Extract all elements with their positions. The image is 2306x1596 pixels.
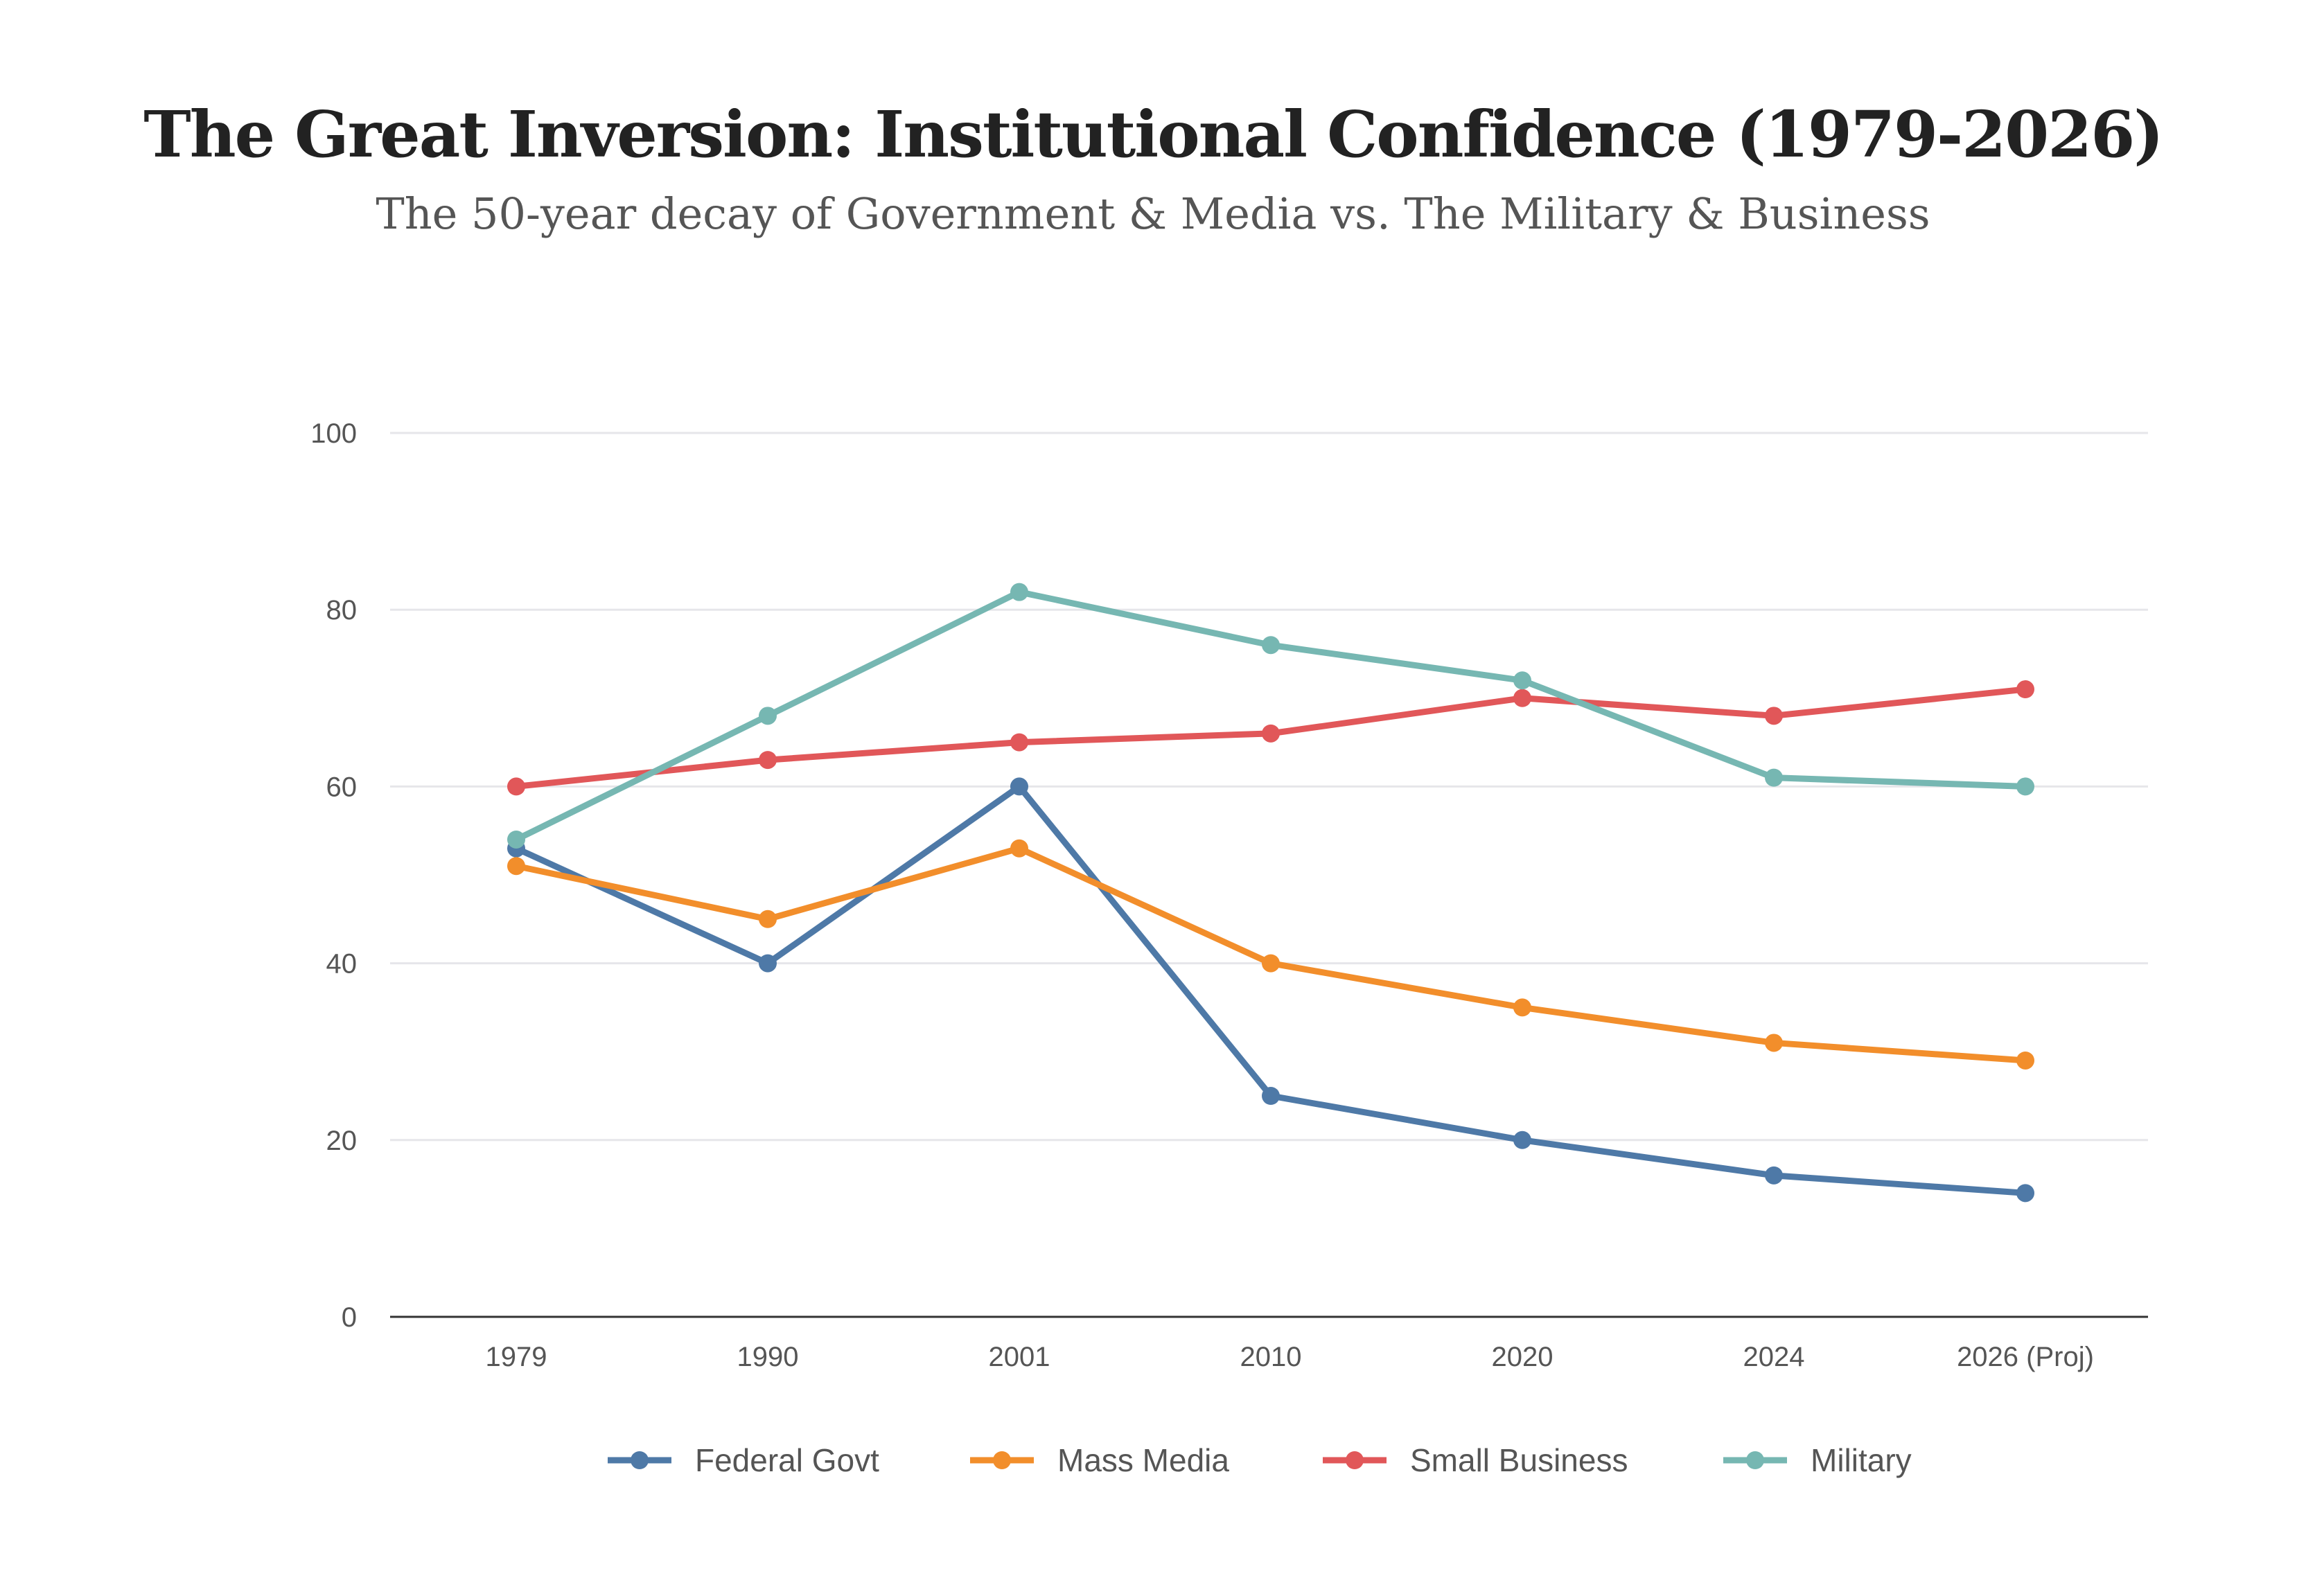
y-tick-label: 20: [326, 1126, 358, 1156]
legend-swatch-marker: [993, 1451, 1011, 1469]
data-point: [1262, 636, 1280, 655]
data-point: [1513, 689, 1531, 707]
data-point: [1262, 954, 1280, 973]
legend-swatch-marker: [1746, 1451, 1764, 1469]
data-point: [507, 857, 525, 876]
legend-swatch-marker: [631, 1451, 649, 1469]
x-tick-label: 2026 (Proj): [1957, 1342, 2094, 1372]
legend-label: Federal Govt: [695, 1442, 879, 1478]
y-tick-label: 0: [342, 1302, 357, 1333]
x-tick-label: 1990: [737, 1342, 799, 1372]
data-point: [1765, 707, 1783, 725]
data-point: [759, 954, 777, 973]
x-tick-label: 2001: [989, 1342, 1050, 1372]
legend-label: Small Business: [1410, 1442, 1628, 1478]
data-point: [507, 830, 525, 849]
data-point: [2016, 680, 2034, 699]
data-point: [2016, 777, 2034, 796]
data-point: [1010, 583, 1028, 601]
y-tick-label: 100: [310, 418, 357, 449]
y-tick-label: 40: [326, 949, 358, 979]
legend-label: Mass Media: [1057, 1442, 1229, 1478]
data-point: [1765, 768, 1783, 787]
data-point: [1010, 733, 1028, 752]
chart-title: The Great Inversion: Institutional Confi…: [143, 97, 2164, 172]
x-tick-label: 2010: [1240, 1342, 1302, 1372]
data-point: [1513, 1130, 1531, 1149]
data-point: [1010, 839, 1028, 858]
data-point: [759, 707, 777, 725]
y-tick-label: 60: [326, 772, 358, 802]
data-point: [759, 751, 777, 770]
data-point: [1262, 1087, 1280, 1105]
y-tick-label: 80: [326, 595, 358, 626]
chart-subtitle: The 50-year decay of Government & Media …: [376, 188, 1930, 239]
x-tick-label: 1979: [486, 1342, 547, 1372]
legend-label: Military: [1811, 1442, 1912, 1478]
data-point: [2016, 1184, 2034, 1203]
data-point: [507, 777, 525, 796]
data-point: [1765, 1166, 1783, 1185]
data-point: [1010, 777, 1028, 796]
data-point: [1513, 671, 1531, 690]
series-line-federal-govt: [515, 783, 2026, 1196]
data-point: [759, 910, 777, 928]
data-point: [2016, 1051, 2034, 1070]
data-point: [1513, 998, 1531, 1017]
data-point: [1262, 724, 1280, 743]
x-tick-label: 2024: [1743, 1342, 1805, 1372]
legend-swatch-marker: [1346, 1451, 1364, 1469]
x-tick-label: 2020: [1492, 1342, 1554, 1372]
data-point: [1765, 1034, 1783, 1052]
